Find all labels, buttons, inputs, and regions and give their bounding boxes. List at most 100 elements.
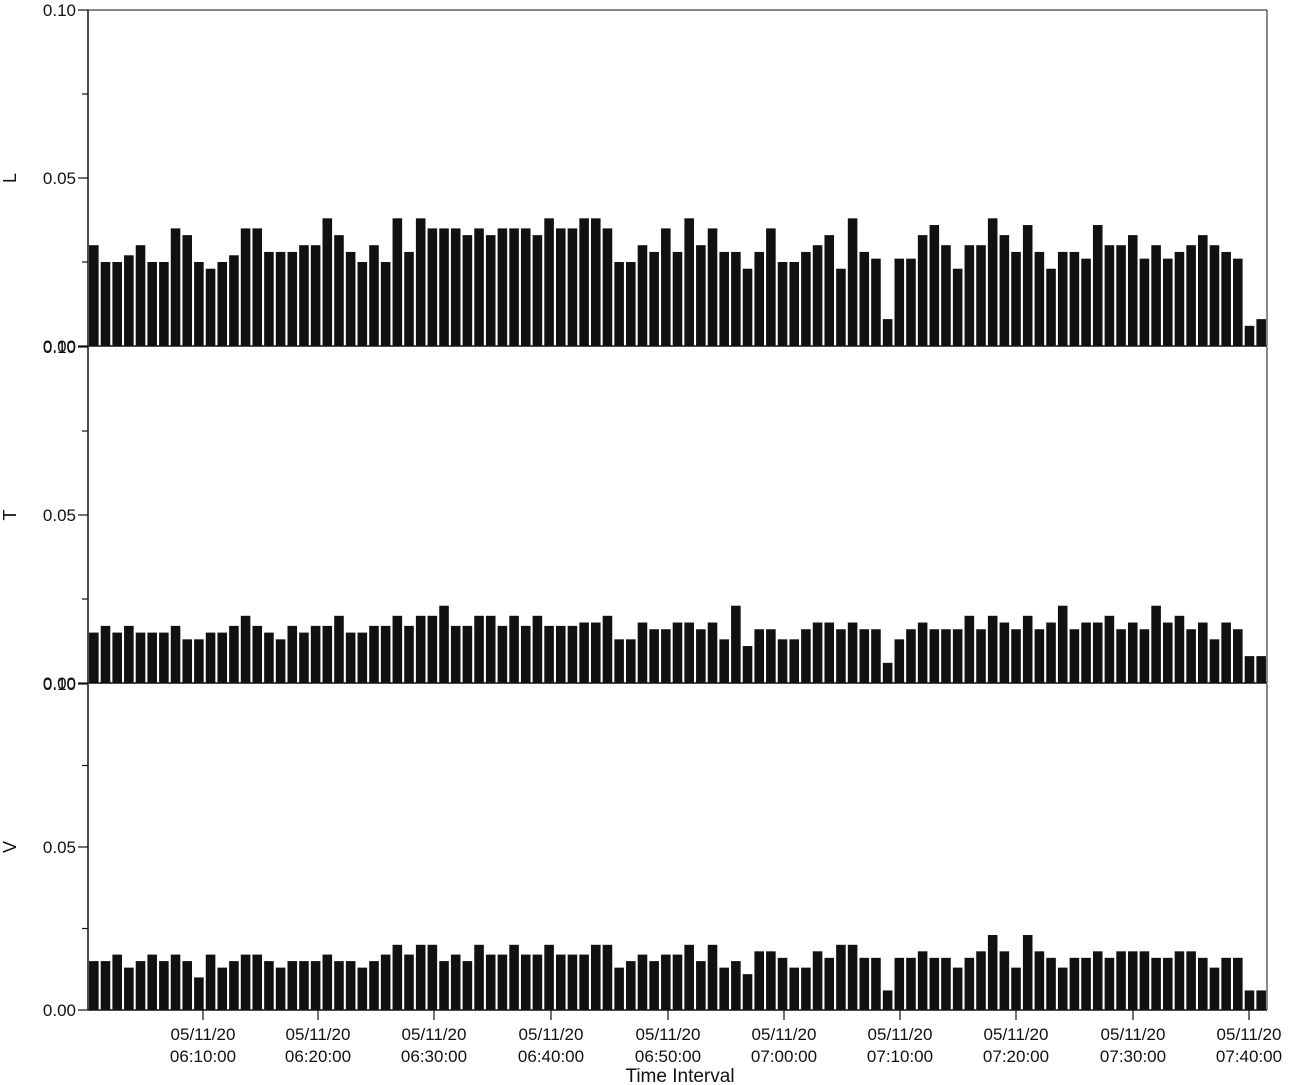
bar-L-11 bbox=[217, 262, 228, 346]
bar-T-49 bbox=[661, 629, 671, 683]
bar-L-80 bbox=[1022, 225, 1033, 346]
bar-T-95 bbox=[1198, 622, 1208, 683]
bar-L-69 bbox=[894, 258, 905, 346]
bar-V-42 bbox=[579, 954, 589, 1010]
bar-T-47 bbox=[637, 622, 648, 683]
bar-T-65 bbox=[847, 622, 858, 683]
bar-L-62 bbox=[812, 245, 823, 346]
bar-L-20 bbox=[322, 218, 333, 346]
bar-V-70 bbox=[906, 957, 916, 1010]
bar-V-2 bbox=[112, 954, 122, 1010]
bar-T-72 bbox=[929, 629, 940, 683]
x-tick-date-6: 05/11/20 bbox=[868, 1025, 933, 1044]
bar-L-75 bbox=[964, 245, 975, 346]
bar-L-72 bbox=[929, 225, 940, 346]
bar-V-17 bbox=[287, 961, 298, 1010]
bar-L-28 bbox=[415, 218, 426, 346]
bar-V-23 bbox=[357, 967, 368, 1010]
bar-T-7 bbox=[170, 625, 181, 683]
bar-T-64 bbox=[836, 629, 846, 683]
bar-T-17 bbox=[287, 625, 298, 683]
x-tick-time-9: 07:40:00 bbox=[1216, 1047, 1282, 1066]
bar-L-67 bbox=[871, 258, 881, 346]
y-axis-label-T: T bbox=[0, 510, 20, 521]
bar-T-55 bbox=[731, 605, 741, 683]
bar-V-91 bbox=[1151, 957, 1161, 1010]
bar-V-54 bbox=[719, 967, 729, 1010]
bar-V-48 bbox=[649, 961, 659, 1010]
x-tick-date-0: 05/11/20 bbox=[171, 1025, 236, 1044]
bar-L-1 bbox=[100, 262, 111, 346]
bar-L-44 bbox=[602, 228, 613, 346]
bar-L-24 bbox=[369, 245, 379, 346]
bar-T-41 bbox=[567, 625, 578, 683]
bar-L-37 bbox=[520, 228, 531, 346]
bar-L-87 bbox=[1104, 245, 1115, 346]
bar-L-57 bbox=[754, 251, 764, 346]
bar-L-53 bbox=[707, 228, 718, 346]
bar-L-33 bbox=[474, 228, 484, 346]
x-tick-date-9: 05/11/20 bbox=[1217, 1025, 1282, 1044]
bar-T-1 bbox=[100, 625, 111, 683]
bar-T-46 bbox=[626, 639, 636, 683]
x-tick-date-5: 05/11/20 bbox=[752, 1025, 817, 1044]
bar-L-60 bbox=[789, 262, 800, 346]
bar-T-13 bbox=[240, 615, 251, 683]
bar-T-98 bbox=[1233, 629, 1243, 683]
x-tick-time-2: 06:30:00 bbox=[401, 1047, 467, 1066]
bar-L-32 bbox=[462, 235, 473, 346]
bar-L-0 bbox=[89, 245, 99, 346]
bar-V-64 bbox=[836, 944, 846, 1010]
bar-L-96 bbox=[1209, 245, 1220, 346]
bar-V-99 bbox=[1244, 990, 1255, 1010]
bar-T-90 bbox=[1139, 629, 1150, 683]
bar-T-70 bbox=[906, 629, 916, 683]
bar-V-49 bbox=[661, 954, 671, 1010]
bar-V-71 bbox=[917, 951, 928, 1010]
bar-V-89 bbox=[1127, 951, 1138, 1010]
bar-V-1 bbox=[100, 961, 111, 1010]
bar-L-35 bbox=[497, 228, 508, 346]
bar-V-45 bbox=[614, 967, 624, 1010]
bar-V-38 bbox=[532, 954, 543, 1010]
bar-L-71 bbox=[917, 235, 928, 346]
bar-T-21 bbox=[334, 615, 344, 683]
x-tick-time-3: 06:40:00 bbox=[518, 1047, 584, 1066]
bar-T-69 bbox=[894, 639, 905, 683]
bar-T-88 bbox=[1116, 629, 1126, 683]
bar-V-74 bbox=[952, 967, 963, 1010]
bar-V-11 bbox=[217, 967, 228, 1010]
bar-V-26 bbox=[392, 944, 403, 1010]
bar-L-52 bbox=[696, 245, 706, 346]
bar-V-60 bbox=[789, 967, 800, 1010]
bar-T-28 bbox=[415, 615, 426, 683]
bar-L-27 bbox=[404, 251, 414, 346]
bar-V-51 bbox=[684, 944, 694, 1010]
bar-T-75 bbox=[964, 615, 975, 683]
bar-L-68 bbox=[882, 319, 893, 346]
bar-V-63 bbox=[824, 957, 835, 1010]
bar-V-43 bbox=[591, 944, 601, 1010]
bar-V-73 bbox=[941, 957, 951, 1010]
bar-T-63 bbox=[824, 622, 835, 683]
bar-T-71 bbox=[917, 622, 928, 683]
bar-T-23 bbox=[357, 632, 368, 683]
bar-V-57 bbox=[754, 951, 764, 1010]
bar-T-16 bbox=[275, 639, 286, 683]
bar-T-76 bbox=[976, 629, 986, 683]
bar-V-85 bbox=[1081, 957, 1091, 1010]
bar-V-58 bbox=[766, 951, 776, 1010]
bar-V-16 bbox=[275, 967, 286, 1010]
bar-L-91 bbox=[1151, 245, 1161, 346]
bar-L-31 bbox=[450, 228, 461, 346]
bar-V-28 bbox=[415, 944, 426, 1010]
bar-V-78 bbox=[999, 951, 1010, 1010]
bar-T-73 bbox=[941, 629, 951, 683]
bar-T-61 bbox=[801, 629, 811, 683]
bar-L-64 bbox=[836, 268, 846, 346]
bar-V-25 bbox=[380, 954, 391, 1010]
bar-L-51 bbox=[684, 218, 694, 346]
bar-T-6 bbox=[159, 632, 169, 683]
x-tick-date-1: 05/11/20 bbox=[286, 1025, 351, 1044]
bar-L-16 bbox=[275, 251, 286, 346]
